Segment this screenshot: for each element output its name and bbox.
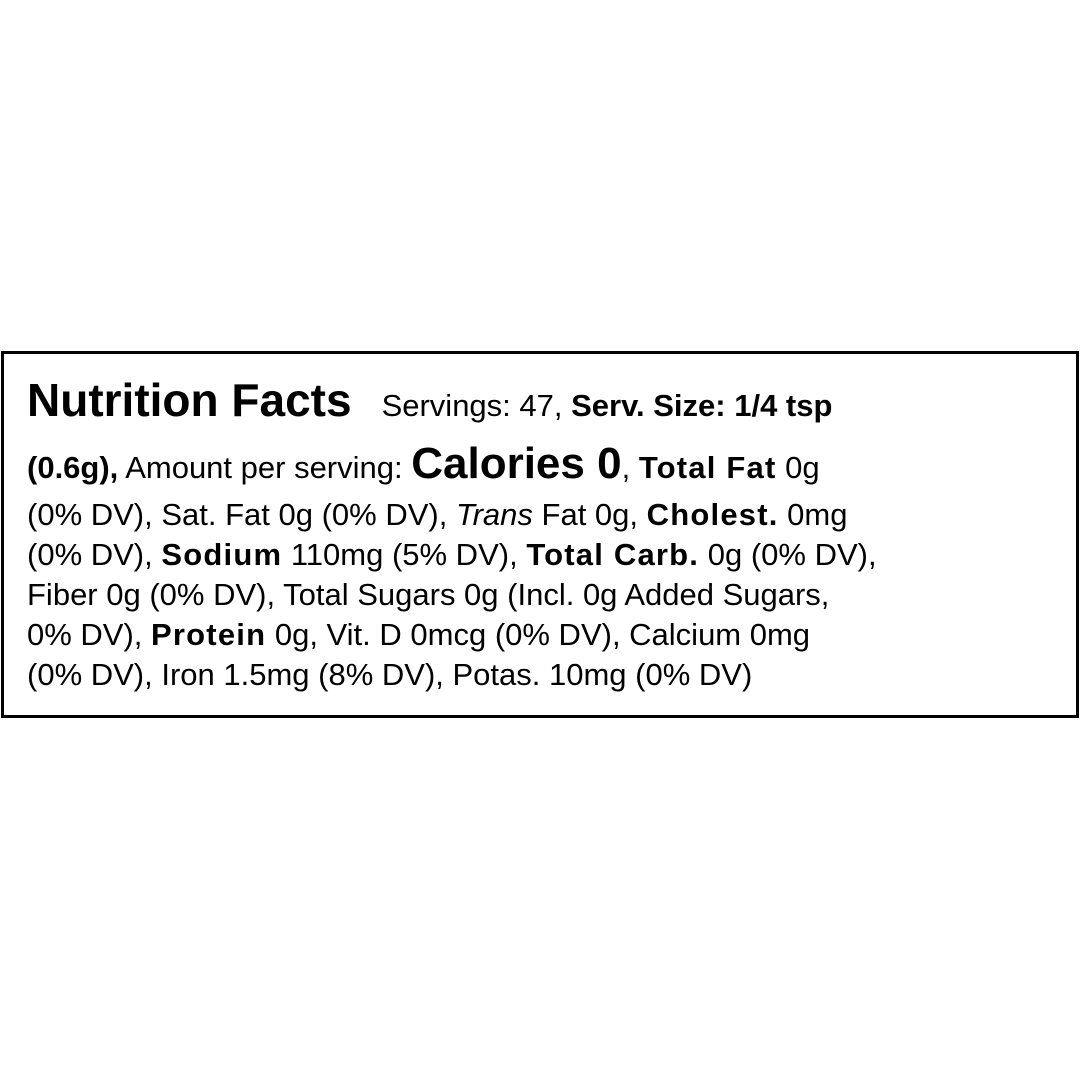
total-fat-value: 0g (776, 450, 820, 485)
sodium-value: 110mg (5% DV), (282, 537, 527, 572)
label-title: Nutrition Facts (27, 374, 352, 426)
total-fat-label: Total Fat (638, 450, 777, 485)
line-1: Nutrition Facts Servings: 47, Serv. Size:… (27, 372, 832, 434)
line-5: Fiber 0g (0% DV), Total Sugars 0g (Incl.… (27, 575, 829, 615)
servings: Servings: 47, (381, 388, 572, 423)
line-7: (0% DV), Iron 1.5mg (8% DV), Potas. 10mg… (27, 655, 752, 695)
nutrition-facts-box (1, 351, 1079, 718)
amount-per-serving: Amount per serving: (118, 450, 412, 485)
serving-grams: (0.6g), (27, 450, 119, 485)
line-6: 0% DV), Protein 0g, Vit. D 0mcg (0% DV),… (27, 615, 810, 655)
carb-value: 0g (0% DV), (699, 537, 877, 572)
cholesterol-dv: (0% DV), (27, 537, 162, 572)
trans-label: Trans (455, 497, 533, 532)
calories: Calories 0 (411, 439, 622, 488)
sat-fat-text: (0% DV), Sat. Fat 0g (0% DV), (27, 497, 456, 532)
sodium-label: Sodium (161, 537, 283, 572)
added-sugars-dv: 0% DV), (27, 617, 152, 652)
separator: , (621, 450, 639, 485)
line-4: (0% DV), Sodium 110mg (5% DV), Total Car… (27, 535, 877, 575)
cholesterol-value: 0mg (778, 497, 848, 532)
cholesterol-label: Cholest. (646, 497, 779, 532)
line-2: (0.6g), Amount per serving: Calories 0, … (27, 436, 820, 496)
protein-value: 0g, Vit. D 0mcg (0% DV), Calcium 0mg (266, 617, 811, 652)
carb-label: Total Carb. (526, 537, 700, 572)
fiber-sugars-text: Fiber 0g (0% DV), Total Sugars 0g (Incl.… (27, 577, 830, 612)
iron-potassium-text: (0% DV), Iron 1.5mg (8% DV), Potas. 10mg… (27, 657, 753, 692)
serving-size: Serv. Size: 1/4 tsp (571, 388, 833, 423)
trans-fat-value: Fat 0g, (532, 497, 647, 532)
line-3: (0% DV), Sat. Fat 0g (0% DV), Trans Fat … (27, 495, 847, 535)
protein-label: Protein (151, 617, 267, 652)
